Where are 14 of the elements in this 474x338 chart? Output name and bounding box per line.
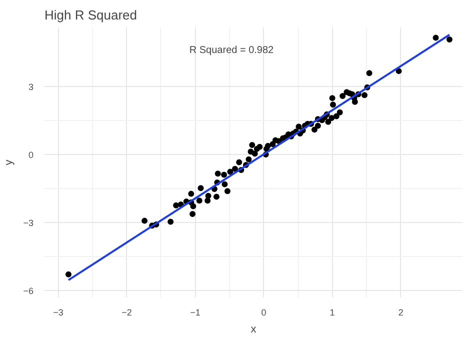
y-tick-label: −6 (23, 286, 34, 296)
x-tick-label: −1 (190, 308, 200, 318)
y-axis-title: y (3, 159, 16, 166)
x-tick-label: −2 (122, 308, 132, 318)
y-tick-label: 3 (28, 82, 34, 92)
y-tick-label: 0 (28, 150, 34, 160)
annotation: R Squared = 0.982 (189, 45, 274, 56)
x-tick-label: −3 (53, 308, 64, 318)
x-axis-title: x (250, 324, 257, 336)
x-tick-label: 1 (330, 308, 335, 318)
x-tick-label: 0 (261, 308, 266, 318)
chart-title: High R Squared (44, 8, 137, 22)
x-tick-label: 2 (398, 308, 404, 318)
y-tick-label: −3 (23, 218, 34, 228)
